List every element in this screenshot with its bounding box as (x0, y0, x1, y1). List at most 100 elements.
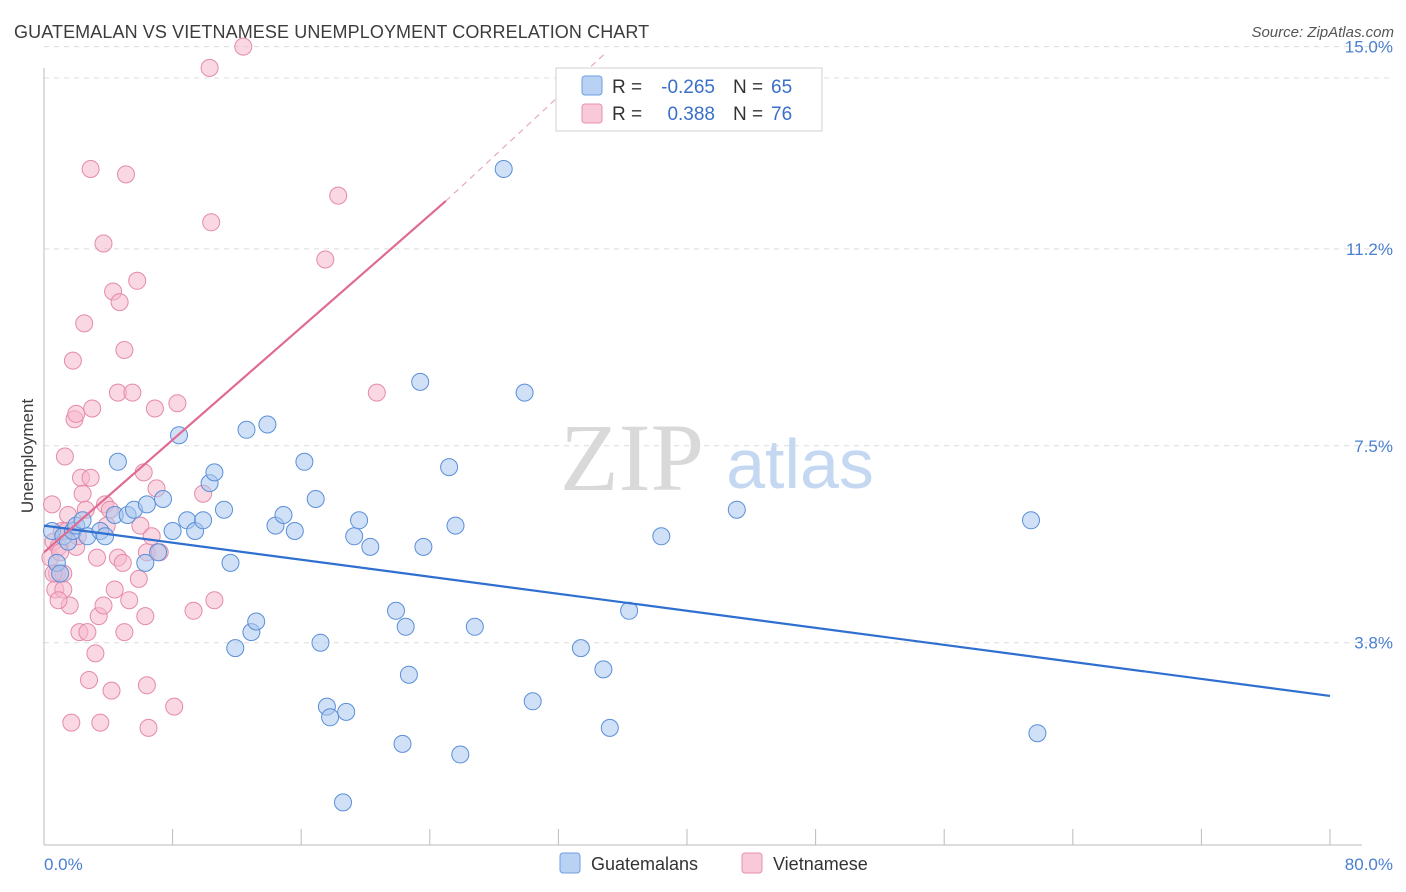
vietnamese-point (316, 250, 335, 269)
vietnamese-point (205, 591, 224, 610)
x-tick-label-max: 80.0% (1345, 855, 1393, 874)
guatemalan-point (361, 537, 380, 556)
guatemalan-point (295, 452, 314, 471)
vietnamese-point (234, 37, 253, 56)
vietnamese-points (41, 37, 386, 737)
guatemalan-point (285, 522, 304, 540)
guatemalan-point (387, 601, 405, 620)
y-tick-label: 7.5% (1354, 437, 1393, 456)
vietnamese-point (137, 676, 156, 695)
guatemalan-point (1022, 511, 1040, 530)
vietnamese-point (81, 160, 100, 178)
legend-n-label-guatemalans: N = (733, 77, 763, 98)
vietnamese-point (128, 271, 147, 290)
legend-r-value-vietnamese: 0.388 (667, 104, 715, 125)
legend-n-label-vietnamese: N = (733, 104, 763, 125)
vietnamese-point (115, 623, 134, 642)
trend-lines (43, 51, 1331, 698)
guatemalan-point (399, 665, 418, 684)
vietnamese-point (139, 718, 158, 737)
vietnamese-point (168, 394, 187, 413)
vietnamese-point (123, 383, 142, 402)
vietnamese-point (49, 591, 68, 610)
guatemalan-point (96, 527, 115, 546)
guatemalan-point (727, 500, 746, 519)
vietnamese-point (94, 234, 113, 253)
guatemalan-point (194, 511, 213, 530)
vietnamese-point (115, 341, 134, 359)
watermark: ZIP atlas (560, 404, 874, 511)
guatemalan-point (652, 527, 671, 546)
vietnamese-point (117, 165, 135, 184)
vietnamese-point (329, 186, 348, 205)
vietnamese-point (81, 468, 100, 487)
guatemalan-point (350, 511, 369, 530)
source-credit: Source: ZipAtlas.com (1251, 24, 1394, 41)
bottom-legend-swatch-guatemalans (559, 852, 581, 874)
vietnamese-point (120, 591, 139, 610)
legend-r-label-vietnamese: R = (612, 104, 642, 125)
vietnamese-point (145, 399, 164, 418)
y-axis-label: Unemployment (18, 399, 37, 514)
guatemalan-point (465, 617, 484, 636)
y-tick-labels: 3.8% 7.5% 11.2% 15.0% (1345, 38, 1393, 653)
guatemalan-point (337, 702, 356, 721)
vietnamese-point (202, 213, 221, 232)
legend-swatch-vietnamese (581, 103, 603, 124)
guatemalan-trend-line (43, 524, 1331, 698)
y-tick-label: 3.8% (1354, 634, 1393, 653)
legend-r-value-guatemalans: -0.265 (661, 77, 715, 98)
vietnamese-point (136, 607, 155, 626)
guatemalan-point (163, 522, 182, 540)
guatemalan-point (274, 506, 293, 524)
guatemalan-point (571, 639, 590, 658)
vietnamese-point (94, 596, 113, 615)
vietnamese-point (165, 697, 184, 716)
guatemalan-point (221, 553, 240, 572)
vietnamese-point (129, 569, 148, 588)
vietnamese-point (184, 601, 203, 620)
bottom-legend-label-vietnamese: Vietnamese (773, 854, 868, 874)
guatemalan-point (108, 452, 127, 471)
guatemalan-point (345, 527, 364, 546)
watermark-atlas: atlas (726, 425, 874, 503)
legend-swatch-guatemalans (581, 75, 603, 96)
guatemalan-point (494, 160, 513, 178)
bottom-legend: Guatemalans Vietnamese (559, 852, 868, 874)
guatemalan-points (43, 160, 1047, 812)
vietnamese-point (88, 548, 106, 567)
guatemalan-point (440, 458, 459, 477)
guatemalan-point (523, 692, 542, 711)
guatemalan-point (446, 516, 465, 535)
vietnamese-point (91, 713, 110, 732)
vietnamese-point (62, 713, 81, 732)
bottom-legend-label-guatemalans: Guatemalans (591, 854, 698, 874)
vietnamese-point (105, 580, 124, 599)
guatemalan-point (393, 734, 412, 753)
guatemalan-point (396, 617, 415, 636)
x-tick-label-min: 0.0% (44, 855, 83, 874)
vietnamese-point (200, 58, 219, 77)
vietnamese-point (110, 293, 129, 312)
guatemalan-point (515, 383, 534, 402)
vietnamese-trend-extension (445, 51, 608, 202)
vietnamese-point (83, 399, 102, 418)
vietnamese-point (102, 681, 121, 700)
vietnamese-point (67, 404, 86, 423)
chart-title: GUATEMALAN VS VIETNAMESE UNEMPLOYMENT CO… (14, 22, 650, 42)
guatemalan-point (414, 537, 433, 556)
legend-n-value-vietnamese: 76 (771, 104, 792, 125)
guatemalan-point (137, 495, 156, 514)
vietnamese-point (86, 644, 105, 663)
legend-r-label-guatemalans: R = (612, 77, 642, 98)
x-axis-ticks (43, 829, 1331, 845)
vietnamese-point (75, 314, 94, 333)
guatemalan-point (334, 793, 352, 812)
bottom-legend-swatch-vietnamese (741, 852, 763, 874)
y-tick-label: 11.2% (1346, 240, 1393, 259)
legend-n-value-guatemalans: 65 (771, 77, 792, 98)
guatemalan-point (215, 500, 233, 519)
vietnamese-trend-line (43, 200, 447, 554)
vietnamese-point (131, 516, 150, 535)
